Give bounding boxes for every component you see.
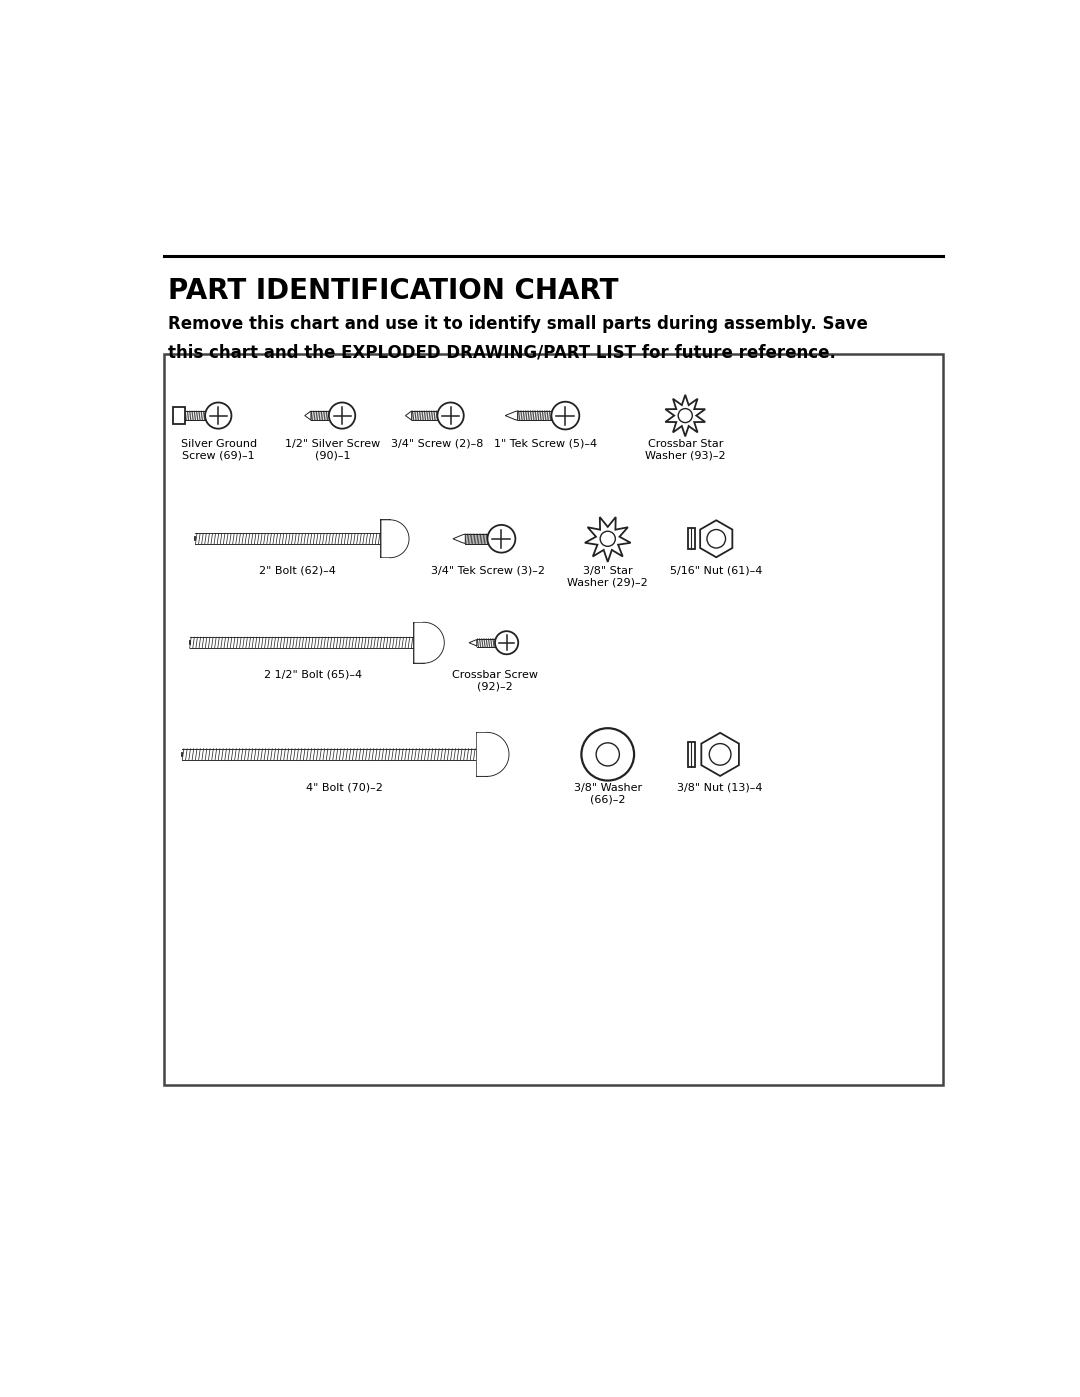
Polygon shape: [305, 411, 311, 420]
Text: Crossbar Star
Washer (93)–2: Crossbar Star Washer (93)–2: [645, 439, 726, 460]
Text: 2 1/2" Bolt (65)–4: 2 1/2" Bolt (65)–4: [265, 669, 362, 680]
Text: 5/16" Nut (61)–4: 5/16" Nut (61)–4: [670, 566, 762, 576]
Circle shape: [710, 743, 731, 766]
Text: 1" Tek Screw (5)–4: 1" Tek Screw (5)–4: [495, 439, 597, 448]
Bar: [173, 407, 185, 425]
Circle shape: [600, 531, 616, 546]
Circle shape: [678, 408, 692, 422]
Polygon shape: [405, 411, 411, 420]
Polygon shape: [700, 520, 732, 557]
Circle shape: [707, 529, 726, 548]
Polygon shape: [476, 733, 509, 775]
Circle shape: [205, 402, 231, 429]
Polygon shape: [469, 640, 476, 645]
Bar: [688, 528, 694, 549]
Polygon shape: [415, 623, 444, 662]
Bar: [164, 353, 943, 1085]
Bar: [688, 742, 696, 767]
Text: 4" Bolt (70)–2: 4" Bolt (70)–2: [306, 782, 382, 793]
Circle shape: [581, 728, 634, 781]
Text: Remove this chart and use it to identify small parts during assembly. Save: Remove this chart and use it to identify…: [167, 316, 867, 334]
Text: Crossbar Screw
(92)–2: Crossbar Screw (92)–2: [453, 669, 538, 692]
Text: 2" Bolt (62)–4: 2" Bolt (62)–4: [259, 566, 336, 576]
Circle shape: [495, 631, 518, 654]
Polygon shape: [665, 395, 705, 436]
Polygon shape: [505, 411, 517, 420]
Text: 3/8" Nut (13)–4: 3/8" Nut (13)–4: [677, 782, 762, 793]
Text: 3/4" Tek Screw (3)–2: 3/4" Tek Screw (3)–2: [431, 566, 544, 576]
Polygon shape: [453, 534, 465, 543]
Text: 3/4" Screw (2)–8: 3/4" Screw (2)–8: [391, 439, 484, 448]
Polygon shape: [701, 733, 739, 775]
Text: this chart and the EXPLODED DRAWING/PART LIST for future reference.: this chart and the EXPLODED DRAWING/PART…: [167, 344, 836, 362]
Circle shape: [552, 402, 579, 429]
Text: PART IDENTIFICATION CHART: PART IDENTIFICATION CHART: [167, 277, 618, 305]
Circle shape: [487, 525, 515, 553]
Circle shape: [596, 743, 619, 766]
Circle shape: [329, 402, 355, 429]
Polygon shape: [585, 517, 631, 562]
Circle shape: [437, 402, 463, 429]
Text: 3/8" Star
Washer (29)–2: 3/8" Star Washer (29)–2: [567, 566, 648, 587]
Polygon shape: [381, 520, 408, 557]
Text: 1/2" Silver Screw
(90)–1: 1/2" Silver Screw (90)–1: [285, 439, 380, 460]
Text: 3/8" Washer
(66)–2: 3/8" Washer (66)–2: [573, 782, 642, 805]
Text: Silver Ground
Screw (69)–1: Silver Ground Screw (69)–1: [180, 439, 257, 460]
